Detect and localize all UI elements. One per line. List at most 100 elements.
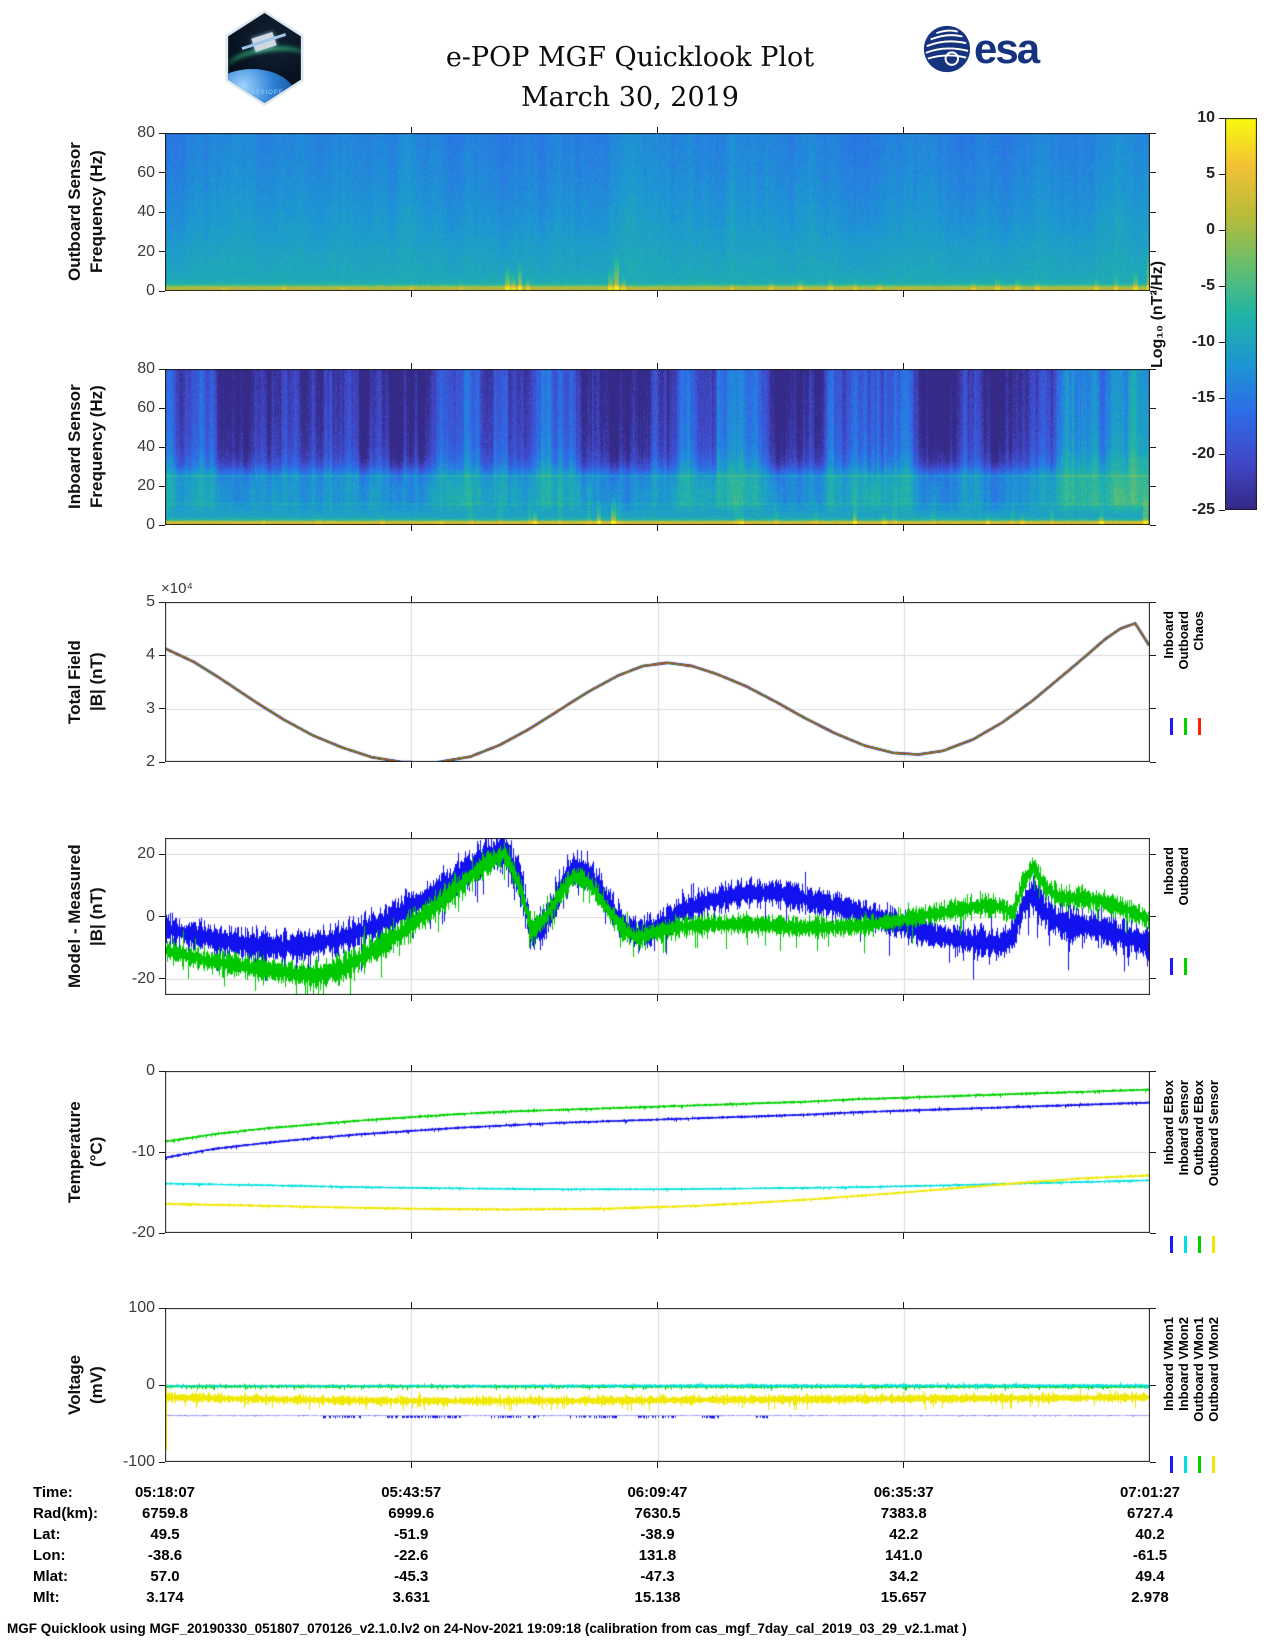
total-field-ytick: [159, 654, 165, 656]
total-field-ylabel-line: Total Field: [65, 640, 84, 724]
outboard-spectrogram-ytick-right: [1150, 251, 1156, 252]
temperature-ytick: [159, 1070, 165, 1072]
colorbar-tick: [1219, 229, 1225, 231]
inboard-spectrogram-ytick-label: 0: [146, 516, 155, 533]
table-cell-radkm-1: 6999.6: [388, 1505, 435, 1522]
table-cell-mlat-4: 49.4: [1135, 1568, 1165, 1585]
colorbar-tick-label: 0: [1206, 221, 1215, 238]
temperature-legend-marker: [1184, 1236, 1187, 1253]
colorbar-tick-label: -20: [1191, 445, 1215, 462]
voltage-ylabel-line: Voltage: [65, 1354, 84, 1416]
voltage-legend-label: Inboard VMon1: [1161, 1317, 1176, 1411]
outboard-spectrogram-xtick-bottom: [657, 291, 658, 297]
inboard-spectrogram-ylabel-line: Frequency (Hz): [87, 385, 106, 509]
outboard-spectrogram-ytick: [159, 172, 165, 173]
inboard-spectrogram-ytick-right: [1150, 524, 1156, 526]
inboard-spectrogram-ytick-label: 20: [137, 477, 155, 494]
model-minus-measured-ytick-label: 20: [137, 845, 155, 863]
outboard-spectrogram-ytick-right: [1150, 132, 1156, 134]
inboard-spectrogram-ytick-right: [1150, 446, 1156, 448]
inboard-spectrogram-ytick-right: [1150, 485, 1156, 487]
table-row-label: Rad(km):: [33, 1505, 99, 1522]
temperature-xtick-bottom: [410, 1233, 412, 1239]
outboard-spectrogram-xtick-top: [903, 127, 905, 133]
temperature-legend-label: Outboard EBox: [1191, 1080, 1206, 1176]
model-minus-measured-ylabel: Model - Measured |B| (nT): [58, 838, 108, 995]
table-row-label: Lat:: [33, 1526, 61, 1543]
outboard-spectrogram-ytick-right: [1150, 172, 1156, 173]
model-minus-measured-legend-label: Outboard: [1176, 847, 1191, 906]
table-cell-radkm-0: 6759.8: [142, 1505, 188, 1522]
temperature-legend-marker: [1198, 1236, 1201, 1253]
voltage-legend-marker: [1198, 1456, 1201, 1473]
table-cell-radkm-3: 7383.8: [880, 1505, 927, 1522]
table-cell-mlat-3: 34.2: [889, 1568, 919, 1585]
voltage-legend: Inboard VMon1 Inboard VMon2 Outboard VMon1…: [1161, 1317, 1221, 1422]
temperature-xtick-top: [657, 1065, 658, 1071]
temperature-ytick-label: -10: [131, 1143, 155, 1160]
outboard-spectrogram-canvas: [165, 133, 1150, 291]
model-minus-measured-ylabel-line: Model - Measured: [65, 844, 84, 989]
inboard-spectrogram-ytick-label: 80: [137, 360, 155, 377]
model-minus-measured-ytick-right: [1150, 978, 1156, 980]
total-field-ylabel: Total Field |B| (nT): [58, 602, 108, 762]
temperature-ytick-label: -20: [131, 1224, 155, 1241]
voltage-legend-marker: [1212, 1456, 1215, 1473]
total-field-ytick-label: 3: [146, 699, 155, 717]
table-cell-lon-0: -38.6: [147, 1547, 183, 1564]
table-cell-mlat-2: -47.3: [640, 1568, 675, 1585]
total-field-xtick-top: [410, 596, 412, 602]
total-field-legend-markers: [1170, 718, 1201, 735]
temperature-ytick-label: 0: [146, 1062, 155, 1079]
model-minus-measured-ylabel-line: |B| (nT): [87, 887, 106, 946]
total-field-legend-marker: [1184, 718, 1187, 735]
inboard-spectrogram-ytick: [159, 368, 165, 370]
outboard-spectrogram-xtick-top: [657, 127, 658, 133]
colorbar-canvas: [1225, 118, 1257, 510]
voltage-ytick-right: [1150, 1384, 1156, 1386]
mission-patch-art: CASSIOPE: [228, 13, 301, 103]
total-field-ytick-label: 2: [146, 753, 155, 770]
model-minus-measured-canvas: [165, 838, 1150, 995]
voltage-xtick-bottom: [410, 1462, 412, 1468]
temperature-ytick: [159, 1232, 165, 1234]
total-field-ylabel-line: |B| (nT): [87, 652, 106, 712]
table-cell-lat-3: 42.2: [889, 1526, 919, 1543]
inboard-spectrogram-xtick-top: [903, 363, 905, 369]
inboard-spectrogram-xtick-bottom: [657, 525, 658, 531]
inboard-spectrogram-ytick: [159, 407, 165, 409]
page-title: e-POP MGF Quicklook Plot: [445, 42, 815, 73]
model-minus-measured-ytick: [159, 916, 165, 917]
voltage-ytick-right: [1150, 1307, 1156, 1309]
outboard-spectrogram-ylabel: Outboard Sensor Frequency (Hz): [58, 133, 108, 291]
voltage-legend-label: Inboard VMon2: [1176, 1317, 1191, 1411]
outboard-spectrogram-ytick-label: 80: [137, 124, 155, 141]
voltage-ylabel: Voltage (mV): [58, 1308, 108, 1462]
model-minus-measured-xtick-top: [903, 832, 905, 838]
table-cell-time-0: 05:18:07: [134, 1484, 196, 1501]
total-field-xtick-bottom: [903, 762, 905, 768]
total-field-xtick-bottom: [657, 762, 658, 768]
voltage-legend-markers: [1170, 1456, 1215, 1473]
esa-logo: esa: [922, 24, 1040, 74]
table-cell-mlt-0: 3.174: [146, 1589, 184, 1606]
outboard-spectrogram-ytick-right: [1150, 290, 1156, 292]
colorbar-tick-label: 5: [1206, 165, 1215, 182]
colorbar-tick: [1219, 341, 1225, 343]
temperature-ytick-right: [1150, 1070, 1156, 1072]
model-minus-measured-legend-markers: [1170, 958, 1187, 975]
esa-globe-icon: [923, 25, 971, 73]
temperature-legend-marker: [1212, 1236, 1215, 1253]
total-field-canvas: [165, 602, 1150, 762]
outboard-spectrogram-ytick-label: 20: [137, 242, 155, 260]
model-minus-measured-xtick-bottom: [657, 995, 658, 1001]
inboard-spectrogram-xtick-top: [410, 363, 412, 369]
inboard-spectrogram-xtick-bottom: [903, 525, 905, 531]
table-cell-time-4: 07:01:27: [1119, 1484, 1181, 1501]
temperature-xtick-top: [903, 1065, 905, 1071]
outboard-spectrogram-ytick-label: 40: [137, 203, 155, 220]
total-field-xtick-top: [657, 596, 658, 602]
voltage-ytick: [159, 1384, 165, 1386]
table-cell-lon-2: 131.8: [638, 1547, 677, 1564]
